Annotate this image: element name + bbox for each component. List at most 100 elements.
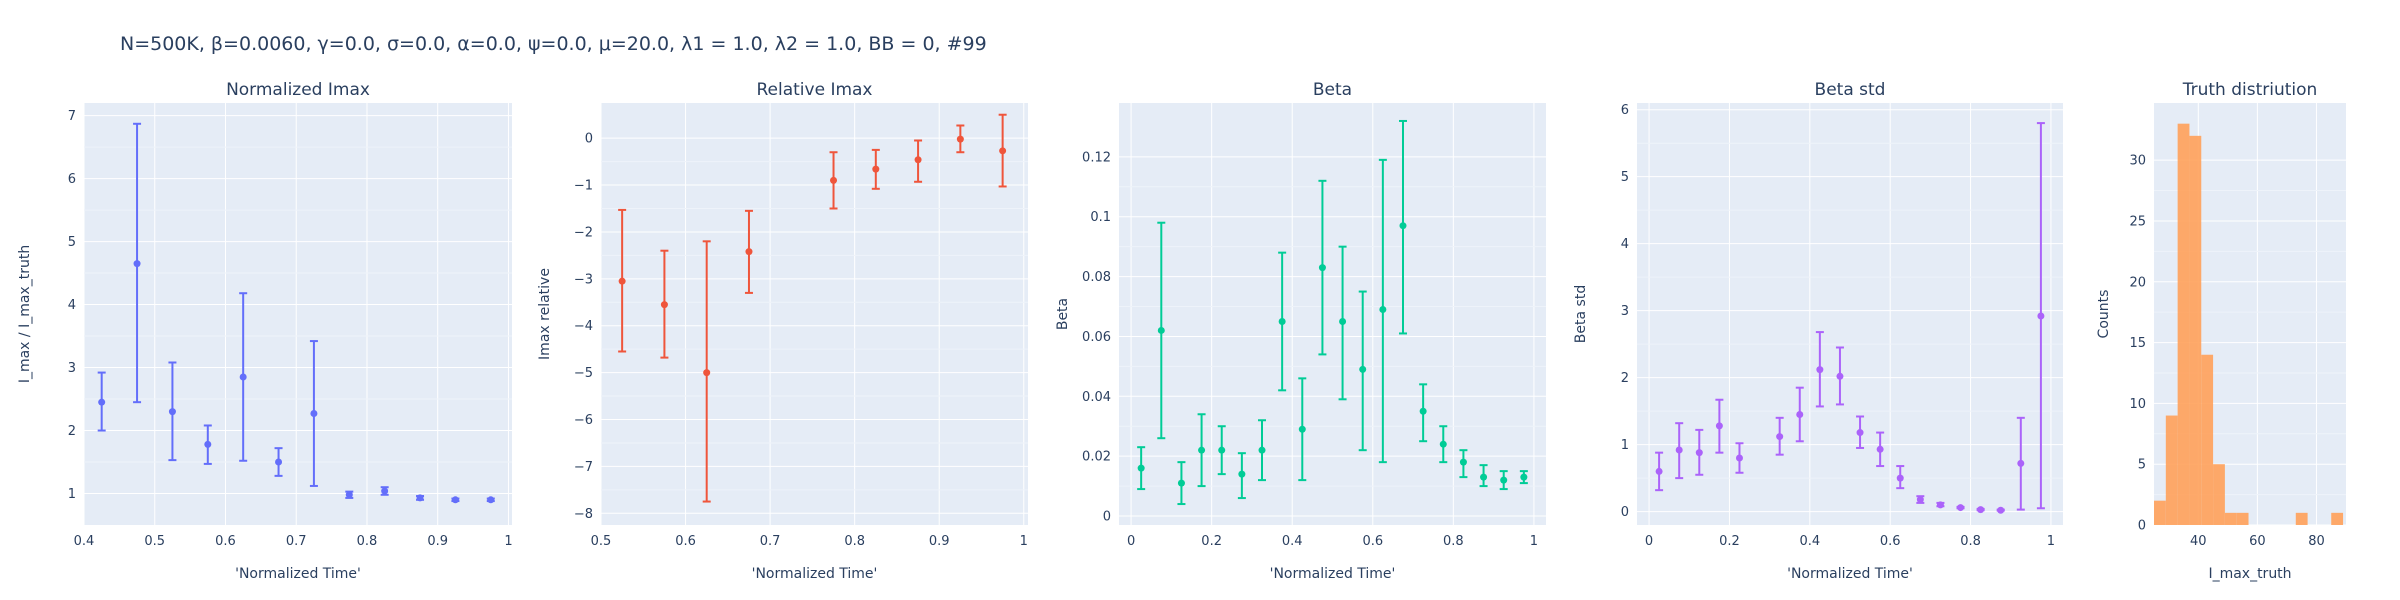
error-bar-point xyxy=(1358,290,1367,452)
chart-panel-1: 0.4 0.5 0.6 0.7 0.8 0.9 1 1 2 3 4 5 6 7 Normalized Ima… xyxy=(17,80,513,582)
x-tick-label: 1 xyxy=(1020,534,1028,549)
data-point xyxy=(1735,454,1743,462)
x-tick-label: 0.6 xyxy=(1880,534,1901,549)
y-tick-label: 2 xyxy=(1621,371,1629,386)
y-tick-label: 0 xyxy=(585,132,593,147)
error-bar-point xyxy=(1278,251,1287,392)
x-tick-label: 0.6 xyxy=(215,534,236,549)
error-bar-point xyxy=(1715,398,1724,454)
error-bar-point xyxy=(1398,119,1407,335)
data-point xyxy=(1916,496,1924,504)
data-point xyxy=(703,369,711,377)
x-tick-label: 0.6 xyxy=(675,534,696,549)
error-bar-point xyxy=(829,151,838,210)
chart-panel-3: 0 0.2 0.4 0.6 0.8 1 0 0.02 0.04 0.06 0.08 0.1 0.12 Be… xyxy=(1055,80,1546,582)
data-point xyxy=(1856,429,1864,437)
error-bar-point xyxy=(1856,415,1865,449)
error-bar-point xyxy=(1318,179,1327,356)
y-tick-label: 30 xyxy=(2129,154,2146,169)
data-point xyxy=(872,165,880,173)
data-point xyxy=(1675,446,1683,454)
y-tick-label: 6 xyxy=(68,172,76,187)
y-tick-label: −6 xyxy=(574,413,593,428)
data-point xyxy=(1238,470,1246,478)
chart-panel-4: 0 0.2 0.4 0.6 0.8 1 0 1 2 3 4 5 6 Beta std 'Normalized… xyxy=(1573,80,2063,582)
y-tick-label: 1 xyxy=(68,487,76,502)
histogram-bar xyxy=(2295,512,2308,525)
y-axis-label: Imax relative xyxy=(537,268,553,360)
x-tick-label: 0.4 xyxy=(1799,534,1820,549)
data-point xyxy=(1419,407,1427,415)
error-bar-point xyxy=(274,447,283,477)
x-tick-label: 0.4 xyxy=(74,534,95,549)
error-bar-point xyxy=(914,139,923,183)
error-bar-point xyxy=(1936,501,1945,509)
error-bar-point xyxy=(203,424,212,465)
data-point xyxy=(2017,459,2025,467)
data-point xyxy=(999,147,1007,155)
data-point xyxy=(956,135,964,143)
histogram-bar xyxy=(2189,135,2202,525)
error-bar-point xyxy=(1479,464,1488,488)
x-tick-label: 1 xyxy=(2047,534,2055,549)
plot-area xyxy=(84,103,512,525)
data-point xyxy=(618,277,626,285)
histogram-bar xyxy=(2165,415,2178,525)
data-point xyxy=(1816,366,1824,374)
x-axis-label: 'Normalized Time' xyxy=(235,566,361,582)
error-bar-point xyxy=(486,496,495,504)
x-tick-label: 1 xyxy=(504,534,512,549)
data-point xyxy=(1480,473,1488,481)
error-bar-point xyxy=(1976,506,1985,514)
data-point xyxy=(914,156,922,164)
panel-title: Normalized Imax xyxy=(226,80,370,100)
data-point xyxy=(1957,504,1965,512)
plot-area xyxy=(601,103,1028,525)
y-tick-label: 0.12 xyxy=(1082,150,1111,165)
y-tick-label: 3 xyxy=(1621,304,1629,319)
y-tick-label: −3 xyxy=(574,272,593,287)
x-tick-label: 0.9 xyxy=(929,534,950,549)
error-bar-point xyxy=(2016,416,2025,511)
panel-title: Truth distriution xyxy=(2182,80,2318,100)
data-point xyxy=(1439,440,1447,448)
error-bar-point xyxy=(744,209,753,294)
y-tick-label: 0 xyxy=(1103,510,1111,525)
data-point xyxy=(1339,317,1347,325)
error-bar-point xyxy=(1499,470,1508,491)
y-tick-label: 3 xyxy=(68,361,76,376)
error-bar-point xyxy=(1916,495,1925,504)
error-bar-point xyxy=(618,208,627,353)
data-point xyxy=(1896,474,1904,482)
data-point xyxy=(1836,372,1844,380)
error-bar-point xyxy=(1459,449,1468,479)
error-bar-point xyxy=(998,113,1007,188)
x-tick-label: 60 xyxy=(2249,534,2266,549)
data-point xyxy=(381,487,389,495)
x-tick-label: 0.5 xyxy=(591,534,612,549)
error-bar-point xyxy=(345,490,354,499)
data-point xyxy=(1298,425,1306,433)
error-bar-point xyxy=(1157,221,1166,440)
error-bar-point xyxy=(1378,158,1387,464)
histogram-bar xyxy=(2224,512,2237,525)
data-point xyxy=(204,440,212,448)
x-tick-label: 0.2 xyxy=(1719,534,1740,549)
x-tick-label: 1 xyxy=(1530,534,1538,549)
error-bar-point xyxy=(1338,245,1347,401)
x-tick-label: 80 xyxy=(2308,534,2325,549)
x-axis-label: I_max_truth xyxy=(2208,566,2291,582)
error-bar-point xyxy=(97,371,106,432)
y-tick-label: 1 xyxy=(1621,438,1629,453)
error-bar-point xyxy=(239,292,248,462)
y-tick-label: 7 xyxy=(68,109,76,124)
histogram-bars xyxy=(2154,123,2344,525)
data-point xyxy=(660,301,668,309)
error-bar-point xyxy=(1835,346,1844,406)
error-bar-point xyxy=(133,122,142,404)
y-tick-label: −4 xyxy=(574,319,593,334)
data-point xyxy=(1500,476,1508,484)
x-tick-label: 0.8 xyxy=(844,534,865,549)
data-point xyxy=(1318,264,1326,272)
y-axis-label: Beta std xyxy=(1573,285,1589,343)
